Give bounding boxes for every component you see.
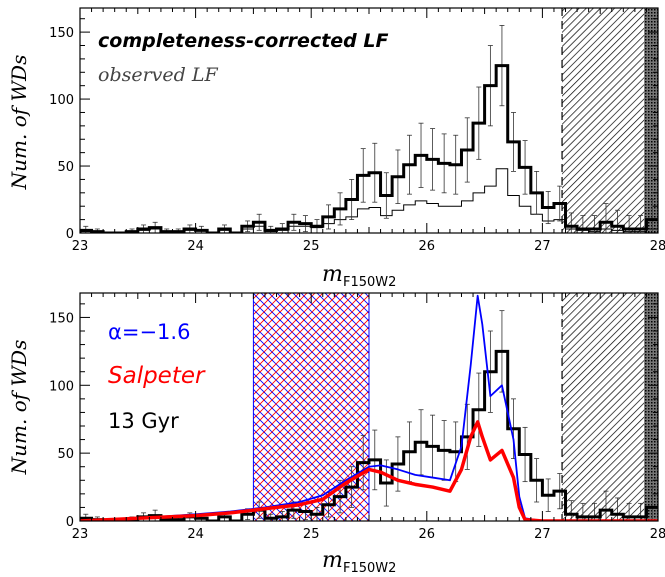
incomplete-region [562,293,658,521]
legend-observed-label: observed LF [98,64,218,86]
x-tick-label: 28 [650,239,665,254]
top-xlabel: m [322,262,343,287]
legend-corrected-label: completeness-corrected LF [98,30,388,52]
legend-salpeter-label: Salpeter [108,363,206,389]
y-tick-label: 150 [49,311,74,326]
top-xlabel-subscript: F150W2 [343,275,396,290]
x-tick-label: 23 [72,527,89,542]
y-tick-label: 50 [57,447,74,462]
y-tick-label: 100 [49,93,74,108]
y-tick-label: 150 [49,26,74,41]
salpeter-model-line [80,420,658,521]
hatched-band [252,293,370,521]
top-ylabel: Num. of WDs [7,55,31,191]
x-tick-label: 23 [72,239,89,254]
incomplete-region [562,8,658,233]
x-tick-label: 27 [534,527,551,542]
x-tick-label: 28 [650,527,665,542]
x-tick-label: 25 [303,527,320,542]
top-axes: 23 24 25 26 27 28 0 50 100 150 [49,7,665,254]
bottom-ylabel: Num. of WDs [7,340,31,476]
x-tick-label: 26 [419,239,436,254]
top-shaded-region [561,8,658,233]
x-tick-label: 25 [303,239,320,254]
legend-alpha-label: α=−1.6 [108,320,190,344]
bottom-axes: 23 24 25 26 27 28 0 50 100 150 [49,292,665,542]
x-tick-label: 24 [187,239,204,254]
dense-shaded-region [644,293,658,521]
x-tick-label: 26 [419,527,436,542]
y-tick-label: 100 [49,379,74,394]
bottom-panel: 23 24 25 26 27 28 0 50 100 150 α=−1.6 Salpeter 13… [7,292,665,576]
bottom-xlabel: m [322,548,343,573]
y-tick-label: 50 [57,160,74,175]
dense-shaded-region [644,8,658,233]
legend-age-label: 13 Gyr [108,409,179,433]
x-tick-label: 27 [534,239,551,254]
x-tick-label: 24 [187,527,204,542]
bottom-shaded-region [252,293,658,521]
y-tick-label: 0 [66,227,74,242]
y-tick-label: 0 [66,515,74,530]
top-panel: 23 24 25 26 27 28 0 50 100 150 completeness-corre… [7,7,665,290]
bottom-xlabel-subscript: F150W2 [343,561,396,576]
